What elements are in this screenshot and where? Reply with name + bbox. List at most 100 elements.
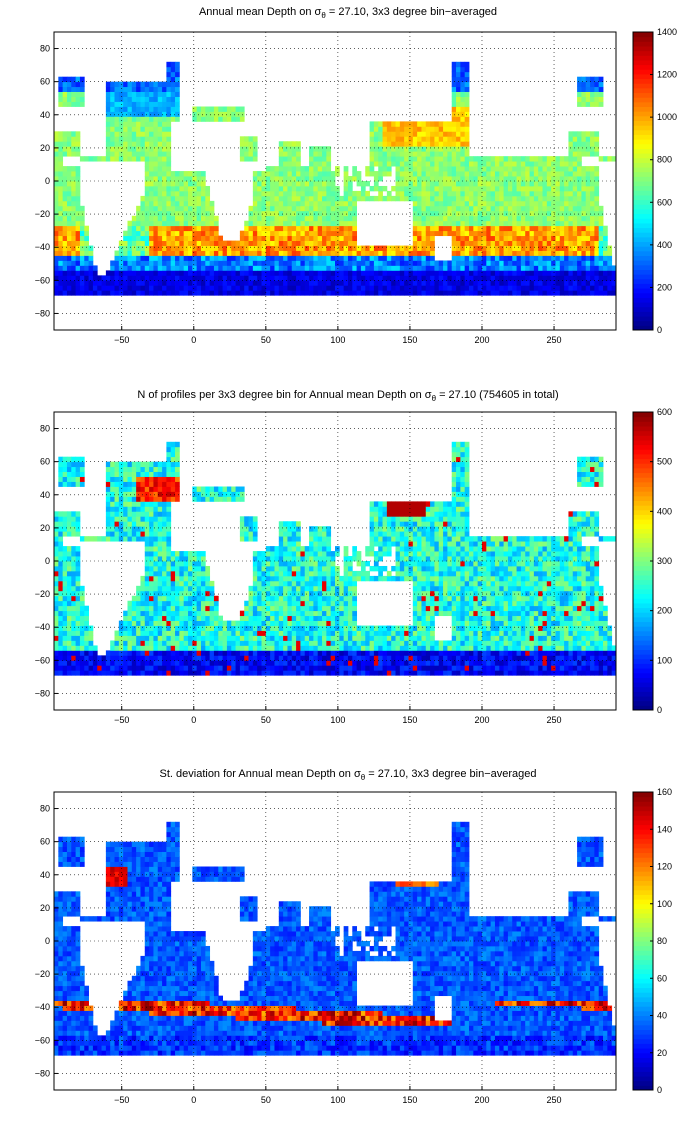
heatmap-cell [218, 280, 223, 286]
heatmap-cell [54, 595, 59, 602]
heatmap-cell [559, 185, 565, 192]
heatmap-cell [162, 561, 167, 567]
heatmap-cell [322, 220, 327, 227]
heatmap-cell [417, 225, 422, 232]
heatmap-cell [300, 270, 306, 276]
heatmap-cell [555, 185, 561, 192]
heatmap-cell [149, 590, 154, 597]
heatmap-cell [157, 481, 163, 487]
heatmap-cell [464, 195, 470, 202]
heatmap-cell [512, 195, 517, 202]
heatmap-cell [62, 200, 68, 207]
heatmap-cell [456, 81, 461, 88]
heatmap-cell [153, 655, 159, 661]
heatmap-cell [71, 290, 77, 296]
heatmap-cell [494, 225, 500, 232]
heatmap-cell [105, 496, 111, 502]
heatmap-cell [438, 156, 444, 162]
heatmap-cell [443, 280, 448, 286]
heatmap-cell [382, 185, 388, 192]
heatmap-cell [447, 290, 453, 296]
heatmap-cell [430, 161, 435, 167]
heatmap-cell [166, 151, 172, 157]
heatmap-cell [75, 551, 81, 557]
heatmap-cell [369, 126, 375, 132]
heatmap-cell [577, 81, 582, 88]
heatmap-cell [58, 605, 64, 612]
heatmap-cell [326, 240, 332, 246]
heatmap-cell [153, 265, 159, 271]
heatmap-cell [283, 280, 288, 286]
heatmap-cell [477, 171, 483, 177]
heatmap-cell [140, 101, 146, 107]
heatmap-cell [166, 585, 172, 592]
heatmap-cell [304, 200, 310, 207]
colorbar-swatch [633, 45, 653, 52]
heatmap-cell [71, 265, 77, 271]
heatmap-cell [149, 280, 154, 286]
heatmap-cell [447, 131, 453, 137]
heatmap-cell [162, 471, 167, 477]
heatmap-cell [546, 260, 552, 266]
heatmap-cell [179, 645, 185, 651]
heatmap-cell [434, 151, 440, 157]
heatmap-cell [162, 575, 167, 582]
heatmap-cell [252, 190, 258, 197]
heatmap-cell [559, 205, 565, 212]
heatmap-cell [257, 255, 262, 261]
heatmap-cell [205, 111, 211, 117]
heatmap-cell [170, 660, 176, 666]
heatmap-cell [525, 285, 530, 291]
heatmap-cell [603, 285, 608, 291]
heatmap-cell [525, 166, 530, 172]
heatmap-cell [460, 220, 466, 227]
heatmap-cell [412, 250, 418, 256]
heatmap-cell [213, 491, 219, 497]
heatmap-cell [520, 195, 526, 202]
heatmap-cell [477, 270, 483, 276]
heatmap-cell [417, 136, 422, 142]
heatmap-cell [192, 580, 198, 587]
heatmap-cell [577, 245, 582, 251]
heatmap-cell [581, 215, 587, 222]
heatmap-cell [153, 205, 159, 212]
heatmap-cell [131, 526, 137, 532]
heatmap-cell [231, 670, 236, 676]
heatmap-cell [451, 171, 457, 177]
heatmap-cell [451, 81, 457, 88]
heatmap-cell [590, 285, 595, 291]
heatmap-cell [261, 210, 267, 217]
heatmap-cell [343, 166, 349, 172]
heatmap-cell [105, 506, 111, 512]
heatmap-cell [499, 280, 504, 286]
heatmap-cell [200, 630, 206, 636]
heatmap-cell [481, 166, 487, 172]
heatmap-cell [157, 610, 163, 617]
heatmap-cell [525, 255, 530, 261]
heatmap-cell [382, 151, 388, 157]
heatmap-cell [481, 275, 487, 281]
heatmap-cell [343, 230, 349, 237]
heatmap-cell [283, 220, 288, 227]
heatmap-cell [322, 250, 327, 256]
heatmap-cell [430, 225, 435, 232]
heatmap-cell [477, 195, 483, 202]
heatmap-cell [149, 536, 154, 542]
heatmap-cell [144, 156, 150, 162]
heatmap-cell [58, 536, 64, 542]
heatmap-cell [391, 290, 396, 296]
heatmap-cell [54, 290, 59, 296]
heatmap-cell [75, 600, 81, 607]
heatmap-cell [157, 181, 163, 187]
heatmap-cell [144, 630, 150, 636]
heatmap-cell [149, 176, 154, 182]
heatmap-cell [75, 245, 81, 251]
heatmap-cell [149, 660, 154, 666]
heatmap-cell [322, 280, 327, 286]
heatmap-cell [144, 526, 150, 532]
heatmap-cell [192, 235, 198, 241]
heatmap-cell [322, 245, 327, 251]
heatmap-cell [183, 655, 189, 661]
heatmap-cell [378, 250, 383, 256]
heatmap-cell [339, 265, 345, 271]
